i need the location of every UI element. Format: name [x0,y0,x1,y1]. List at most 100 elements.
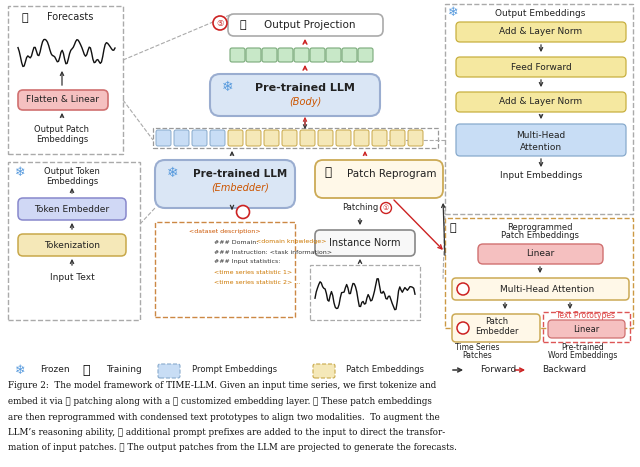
Text: Frozen: Frozen [40,366,70,375]
FancyBboxPatch shape [246,130,261,146]
Text: Output Token: Output Token [44,168,100,177]
FancyBboxPatch shape [210,130,225,146]
Text: Forecasts: Forecasts [47,12,93,22]
Text: Feed Forward: Feed Forward [511,63,572,71]
FancyBboxPatch shape [478,244,603,264]
Text: <domain knowledge>: <domain knowledge> [214,240,326,245]
FancyBboxPatch shape [456,57,626,77]
Circle shape [457,322,469,334]
Text: ### Domain:: ### Domain: [214,240,260,245]
Circle shape [213,16,227,30]
FancyBboxPatch shape [155,160,295,208]
Text: <time series statistic 2> ...: <time series statistic 2> ... [214,280,300,284]
FancyBboxPatch shape [452,314,540,342]
Text: ④: ④ [239,207,246,217]
Text: Embeddings: Embeddings [36,135,88,144]
Text: Patching: Patching [342,204,378,212]
FancyBboxPatch shape [282,130,297,146]
FancyBboxPatch shape [326,48,341,62]
Text: embed it via ① patching along with a ② customized embedding layer. ③ These patch: embed it via ① patching along with a ② c… [8,397,432,406]
FancyBboxPatch shape [300,130,315,146]
Text: LLM’s reasoning ability, ④ additional prompt prefixes are added to the input to : LLM’s reasoning ability, ④ additional pr… [8,428,445,437]
FancyBboxPatch shape [278,48,293,62]
Text: Figure 2:  The model framework of TIME-LLM. Given an input time series, we first: Figure 2: The model framework of TIME-LL… [8,382,436,390]
FancyBboxPatch shape [174,130,189,146]
Text: 🔥: 🔥 [450,223,456,233]
Text: 🔥: 🔥 [240,20,246,30]
Circle shape [457,283,469,295]
Text: ③: ③ [460,284,467,293]
Text: Forward: Forward [480,366,516,375]
Text: Backward: Backward [542,366,586,375]
Text: Pre-trained LLM: Pre-trained LLM [255,83,355,93]
Text: 🔥: 🔥 [22,13,28,23]
Text: (Body): (Body) [289,97,321,107]
FancyBboxPatch shape [318,130,333,146]
FancyBboxPatch shape [262,48,277,62]
FancyBboxPatch shape [310,48,325,62]
Text: Embeddings: Embeddings [46,177,98,185]
Text: <time series statistic 1>: <time series statistic 1> [214,269,292,275]
FancyBboxPatch shape [158,364,180,378]
Text: ①: ① [383,205,389,211]
Text: Reprogrammed: Reprogrammed [508,222,573,232]
Text: ❄: ❄ [167,166,179,180]
Text: Pre-trained: Pre-trained [562,344,604,353]
FancyBboxPatch shape [408,130,423,146]
Text: Patch: Patch [485,318,509,326]
FancyBboxPatch shape [548,320,625,338]
Text: Pre-trained LLM: Pre-trained LLM [193,169,287,179]
Text: Output Patch: Output Patch [35,126,90,134]
Text: ②: ② [460,324,467,333]
Text: Flatten & Linear: Flatten & Linear [26,95,99,105]
Text: Linear: Linear [573,325,599,333]
Text: 🔥: 🔥 [83,363,90,376]
Text: Tokenization: Tokenization [44,241,100,249]
Text: ⑤: ⑤ [216,19,224,28]
Text: (Embedder): (Embedder) [211,183,269,193]
Text: ### Instruction: <task information>: ### Instruction: <task information> [214,249,332,255]
Circle shape [237,205,250,219]
FancyBboxPatch shape [18,234,126,256]
Text: Add & Layer Norm: Add & Layer Norm [499,98,582,106]
Circle shape [381,203,392,213]
FancyBboxPatch shape [456,92,626,112]
Text: Instance Norm: Instance Norm [329,238,401,248]
Text: Patch Reprogram: Patch Reprogram [348,169,436,179]
Text: ❄: ❄ [222,80,234,94]
FancyBboxPatch shape [456,124,626,156]
Bar [445,218,633,328]
Text: Prompt Embeddings: Prompt Embeddings [192,366,277,375]
FancyBboxPatch shape [456,22,626,42]
FancyBboxPatch shape [156,130,171,146]
FancyBboxPatch shape [228,130,243,146]
FancyBboxPatch shape [313,364,335,378]
FancyBboxPatch shape [372,130,387,146]
Text: Time Series: Time Series [455,344,499,353]
Text: Patches: Patches [462,352,492,361]
Bar [155,222,295,317]
Text: Input Text: Input Text [50,274,94,283]
Text: Multi-Head Attention: Multi-Head Attention [500,284,594,293]
Text: ### Input statistics:: ### Input statistics: [214,260,280,264]
Text: Embedder: Embedder [476,327,519,337]
FancyBboxPatch shape [294,48,309,62]
FancyBboxPatch shape [230,48,245,62]
FancyBboxPatch shape [315,230,415,256]
Text: Token Embedder: Token Embedder [35,205,109,213]
Text: Output Projection: Output Projection [264,20,356,30]
Bar [445,4,633,214]
FancyBboxPatch shape [315,160,443,198]
Text: Patch Embeddings: Patch Embeddings [346,366,424,375]
FancyBboxPatch shape [336,130,351,146]
Text: ❄: ❄ [448,7,458,20]
Text: Attention: Attention [520,142,562,151]
FancyBboxPatch shape [192,130,207,146]
Text: ❄: ❄ [15,363,25,376]
FancyBboxPatch shape [358,48,373,62]
Text: Text Prototypes: Text Prototypes [557,311,616,320]
FancyBboxPatch shape [210,74,380,116]
Text: are then reprogrammed with condensed text prototypes to align two modalities.  T: are then reprogrammed with condensed tex… [8,412,440,422]
Text: ❄: ❄ [15,165,25,178]
FancyBboxPatch shape [354,130,369,146]
